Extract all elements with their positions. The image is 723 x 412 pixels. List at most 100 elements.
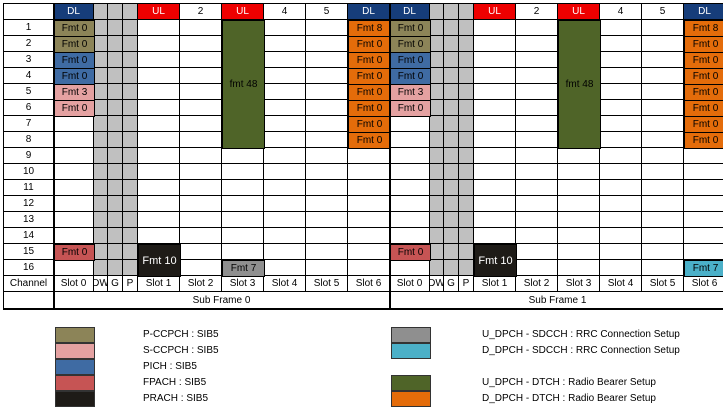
grid-cell (306, 116, 348, 132)
footer-slot1: Slot 1 (138, 276, 180, 292)
grid-cell (642, 84, 684, 100)
grid-cell (222, 212, 264, 228)
guard-cell (444, 260, 459, 276)
header-g (444, 4, 459, 20)
grid-cell (138, 84, 180, 100)
grid-cell (600, 84, 642, 100)
footer-slot4: Slot 4 (264, 276, 306, 292)
channel-number: 4 (4, 68, 54, 84)
guard-cell (108, 260, 123, 276)
footer-slot1: Slot 1 (474, 276, 516, 292)
grid-cell (390, 116, 430, 132)
grid-cell (138, 164, 180, 180)
guard-cell (94, 116, 108, 132)
footer-slot6: Slot 6 (684, 276, 723, 292)
grid-cell (516, 228, 558, 244)
grid-cell (558, 164, 600, 180)
grid-cell (180, 84, 222, 100)
grid-cell (558, 180, 600, 196)
grid-cell (558, 244, 600, 260)
guard-cell (108, 212, 123, 228)
guard-cell (123, 100, 138, 116)
grid-cell (474, 132, 516, 148)
slot0-fmt-block: Fmt 3 (54, 84, 95, 101)
grid-cell (642, 52, 684, 68)
grid-cell (474, 20, 516, 36)
legend-swatch (55, 343, 95, 359)
footer-slot3: Slot 3 (558, 276, 600, 292)
guard-cell (444, 20, 459, 36)
footer-slot0: Slot 0 (390, 276, 430, 292)
legend-label: S-CCPCH : SIB5 (143, 345, 219, 356)
legend-label: PICH : SIB5 (143, 361, 197, 372)
grid-cell (264, 228, 306, 244)
grid-cell (600, 36, 642, 52)
legend-swatch (391, 391, 431, 407)
guard-cell (94, 228, 108, 244)
grid-cell (642, 132, 684, 148)
header-p (459, 4, 474, 20)
header-slot0: DL (390, 4, 430, 20)
grid-cell (222, 196, 264, 212)
grid-cell (684, 228, 723, 244)
guard-cell (108, 36, 123, 52)
header-slot1: UL (138, 4, 180, 20)
grid-cell (684, 164, 723, 180)
slot0-fmt-block: Fmt 0 (54, 52, 95, 69)
d-dtch-cell: Fmt 0 (684, 36, 723, 53)
channel-number: 15 (4, 244, 54, 260)
grid-cell (306, 100, 348, 116)
grid-cell (264, 164, 306, 180)
grid-cell (600, 116, 642, 132)
grid-cell (474, 100, 516, 116)
grid-cell (180, 260, 222, 276)
grid-cell (516, 84, 558, 100)
guard-cell (94, 244, 108, 260)
channel-number: 8 (4, 132, 54, 148)
grid-cell (390, 196, 430, 212)
grid-cell (516, 132, 558, 148)
grid-cell (474, 196, 516, 212)
grid-cell (600, 52, 642, 68)
grid-cell (516, 180, 558, 196)
grid-cell (138, 116, 180, 132)
grid-cell (348, 196, 390, 212)
guard-cell (94, 164, 108, 180)
header-slot3: UL (222, 4, 264, 20)
grid-cell (390, 228, 430, 244)
grid-cell (390, 212, 430, 228)
channel-number: 3 (4, 52, 54, 68)
grid-cell (684, 148, 723, 164)
grid-cell (54, 212, 94, 228)
grid-cell (348, 244, 390, 260)
grid-cell (306, 228, 348, 244)
u-sdcch-block: Fmt 7 (222, 260, 265, 277)
slot0-fmt-block: Fmt 0 (54, 36, 95, 53)
guard-cell (430, 68, 444, 84)
grid-cell (138, 100, 180, 116)
grid-cell (516, 68, 558, 84)
grid-cell (390, 132, 430, 148)
guard-cell (459, 20, 474, 36)
guard-cell (459, 148, 474, 164)
grid-cell (138, 228, 180, 244)
grid-cell (306, 180, 348, 196)
guard-cell (123, 20, 138, 36)
legend-swatch (55, 375, 95, 391)
legend-label: U_DPCH - DTCH : Radio Bearer Setup (482, 377, 656, 388)
grid-cell (516, 52, 558, 68)
grid-cell (642, 228, 684, 244)
grid-cell (642, 180, 684, 196)
grid-cell (558, 148, 600, 164)
guard-cell (94, 100, 108, 116)
grid-cell (180, 148, 222, 164)
grid-cell (306, 36, 348, 52)
grid-cell (264, 180, 306, 196)
legend-swatch (55, 327, 95, 343)
grid-cell (600, 164, 642, 180)
grid-cell (516, 196, 558, 212)
grid-cell (306, 148, 348, 164)
grid-cell (306, 132, 348, 148)
grid-cell (600, 68, 642, 84)
guard-cell (123, 260, 138, 276)
